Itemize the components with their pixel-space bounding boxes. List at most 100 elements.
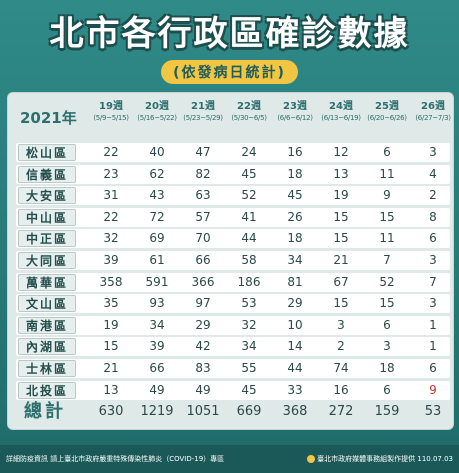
- week-range: (5/16~5/22): [137, 114, 177, 122]
- table-cell: 43: [149, 188, 165, 203]
- table-row: 內湖區 15 39 42 34 14 2 3 1: [16, 337, 450, 357]
- table-cell: 40: [149, 145, 165, 159]
- total-cell: 630: [98, 404, 124, 419]
- year-label: 2021年: [20, 109, 77, 127]
- table-cell: 29: [195, 317, 211, 332]
- table-cell: 52: [241, 188, 257, 203]
- table-cell: 53: [241, 296, 257, 311]
- week-label: 21週: [191, 101, 215, 112]
- week-range: (6/20~6/26): [367, 114, 407, 122]
- table-cell: 16: [333, 382, 349, 397]
- table-cell: 35: [103, 296, 119, 311]
- table-cell: 34: [241, 339, 257, 354]
- subtitle-badge: (依發病日統計): [161, 60, 298, 84]
- week-label: 24週: [329, 101, 353, 112]
- table-cell: 44: [287, 361, 303, 375]
- week-range: (5/23~5/29): [183, 114, 223, 122]
- table-cell: 69: [149, 231, 165, 246]
- table-cell: 70: [195, 231, 211, 246]
- column-header: 21週 (5/23~5/29): [180, 101, 226, 123]
- table-cell: 72: [149, 209, 165, 224]
- table-cell: 3: [429, 296, 437, 311]
- column-header: 19週 (5/9~5/15): [88, 101, 134, 123]
- table-cell: 3: [429, 145, 437, 159]
- district-label: 大同區: [18, 252, 76, 269]
- table-cell: 66: [195, 253, 211, 267]
- table-cell: 26: [287, 209, 303, 224]
- table-cell: 9: [383, 188, 391, 203]
- table-cell: 21: [103, 361, 119, 375]
- table-cell: 93: [149, 296, 165, 311]
- district-label: 士林區: [18, 360, 76, 377]
- table-cell: 42: [195, 339, 211, 354]
- table-cell: 23: [103, 166, 119, 181]
- table-cell: 32: [103, 231, 119, 246]
- column-header: 26週 (6/27~7/3): [410, 101, 456, 123]
- total-cell: 1219: [140, 404, 174, 419]
- week-range: (5/9~5/15): [93, 114, 129, 122]
- table-cell: 14: [287, 339, 303, 354]
- table-cell: 1: [429, 317, 437, 332]
- table-cell: 74: [333, 361, 349, 375]
- table-cell: 366: [191, 274, 215, 289]
- table-cell: 3: [383, 339, 391, 354]
- table-cell: 47: [195, 145, 211, 159]
- table-row: 南港區 19 34 29 32 10 3 6 1: [16, 315, 450, 335]
- table-cell: 186: [237, 274, 261, 289]
- table-cell: 13: [103, 382, 119, 397]
- table-cell: 6: [429, 231, 437, 246]
- week-label: 22週: [237, 101, 261, 112]
- table-cell: 41: [241, 209, 257, 224]
- table-cell: 21: [333, 253, 349, 267]
- table-cell: 34: [149, 317, 165, 332]
- table-cell: 13: [333, 166, 349, 181]
- table-cell: 11: [379, 231, 395, 246]
- column-header: 25週 (6/20~6/26): [364, 101, 410, 123]
- subtitle-wrap: (依發病日統計): [0, 60, 459, 84]
- table-cell: 7: [383, 253, 391, 267]
- district-label: 大安區: [18, 187, 76, 205]
- table-cell: 18: [287, 231, 303, 246]
- table-cell: 6: [383, 382, 391, 397]
- table-cell: 31: [103, 188, 119, 203]
- district-label: 松山區: [18, 144, 76, 161]
- column-header: 22週 (5/30~6/5): [226, 101, 272, 123]
- table-cell: 58: [241, 253, 257, 267]
- table-cell: 39: [103, 253, 119, 267]
- table-cell: 57: [195, 209, 211, 224]
- week-range: (6/6~6/12): [277, 114, 313, 122]
- data-table: 2021年 19週 (5/9~5/15) 20週 (5/16~5/22) 21週 (5/2…: [7, 92, 454, 430]
- district-label: 中山區: [18, 208, 76, 226]
- table-cell: 15: [333, 209, 349, 224]
- table-cell: 44: [241, 231, 257, 246]
- table-cell: 45: [287, 188, 303, 203]
- district-label: 萬華區: [18, 273, 76, 291]
- table-row: 萬華區 358 591 366 186 81 67 52 7: [16, 272, 450, 292]
- table-cell: 67: [333, 274, 349, 289]
- total-cell: 272: [328, 404, 354, 419]
- total-cell: 1051: [186, 404, 220, 419]
- table-cell: 6: [429, 361, 437, 375]
- total-cell: 368: [282, 404, 308, 419]
- table-cell: 45: [241, 382, 257, 397]
- table-row: 士林區 21 66 83 55 44 74 18 6: [16, 359, 450, 378]
- table-cell: 10: [287, 317, 303, 332]
- column-header: 23週 (6/6~6/12): [272, 101, 318, 123]
- district-label: 南港區: [18, 316, 76, 334]
- table-cell: 32: [241, 317, 257, 332]
- week-label: 25週: [375, 101, 399, 112]
- table-cell: 6: [383, 145, 391, 159]
- footer: 詳細防疫資訊 請上臺北市政府嚴重特殊傳染性肺炎（COVID-19）專區 臺北市政…: [0, 445, 459, 473]
- table-cell: 9: [429, 382, 437, 397]
- district-label: 信義區: [18, 165, 76, 183]
- table-cell: 12: [333, 145, 349, 159]
- city-emblem-icon: [307, 455, 316, 463]
- table-cell: 34: [287, 253, 303, 267]
- table-cell: 24: [241, 145, 257, 159]
- table-row: 文山區 35 93 97 53 29 15 15 3: [16, 294, 450, 314]
- district-label: 北投區: [18, 381, 76, 399]
- total-cell: 159: [374, 404, 400, 419]
- table-cell: 29: [287, 296, 303, 311]
- table-cell: 3: [429, 253, 437, 267]
- table-cell: 82: [195, 166, 211, 181]
